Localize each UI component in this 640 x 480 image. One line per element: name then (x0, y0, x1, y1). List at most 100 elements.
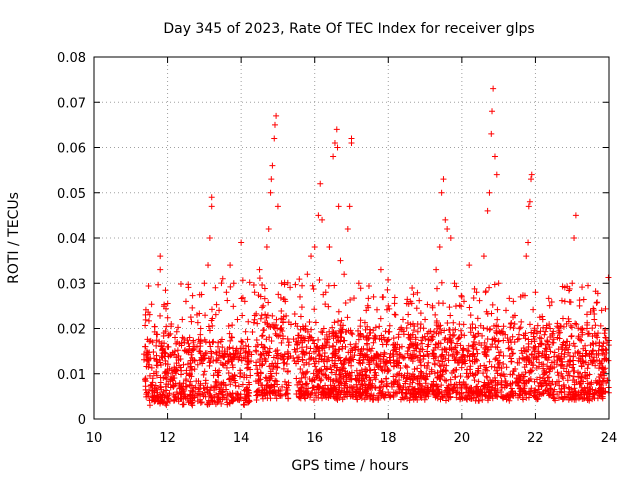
data-point (549, 339, 556, 346)
data-point (212, 284, 219, 291)
data-point (489, 301, 496, 308)
data-point (303, 359, 310, 366)
data-point (456, 321, 463, 328)
data-point (484, 207, 491, 214)
data-point (326, 344, 333, 351)
data-point (432, 344, 439, 351)
data-point (373, 352, 380, 359)
data-point (365, 283, 372, 290)
data-point (287, 284, 294, 291)
data-point (296, 394, 303, 401)
data-point (481, 382, 488, 389)
x-tick-label: 12 (159, 431, 176, 446)
data-point (470, 372, 477, 379)
data-point (494, 364, 501, 371)
data-point (328, 369, 335, 376)
data-point (273, 395, 280, 402)
data-point (366, 377, 373, 384)
data-point (291, 346, 298, 353)
data-point (500, 395, 507, 402)
data-point (576, 302, 583, 309)
data-point (448, 346, 455, 353)
data-point (591, 316, 598, 323)
data-point (546, 368, 553, 375)
data-point (498, 371, 505, 378)
data-point (239, 277, 246, 284)
data-point (329, 324, 336, 331)
data-point (357, 317, 364, 324)
data-point (471, 353, 478, 360)
data-point (416, 381, 423, 388)
data-point (331, 282, 338, 289)
data-point (268, 337, 275, 344)
data-point (582, 352, 589, 359)
data-point (564, 283, 571, 290)
data-point (501, 384, 508, 391)
data-point (214, 382, 221, 389)
data-point (295, 354, 302, 361)
data-point (327, 393, 334, 400)
data-point (273, 352, 280, 359)
data-point (157, 374, 164, 381)
data-point (253, 392, 260, 399)
data-point (355, 280, 362, 287)
data-point (404, 350, 411, 357)
data-point (554, 391, 561, 398)
data-point (356, 357, 363, 364)
data-point (558, 370, 565, 377)
axis-ticks: 10 12 14 16 18 20 22 24 0 0.01 0.02 0.03 0.04 0.05 0.0… (57, 51, 617, 446)
data-point (250, 319, 257, 326)
data-point (495, 379, 502, 386)
data-point (571, 385, 578, 392)
data-point (457, 342, 464, 349)
data-point (302, 326, 309, 333)
data-point (566, 385, 573, 392)
data-point (167, 352, 174, 359)
data-point (201, 368, 208, 375)
data-point (578, 337, 585, 344)
data-point (341, 358, 348, 365)
data-point (261, 344, 268, 351)
data-point (473, 357, 480, 364)
data-point (431, 370, 438, 377)
data-point (580, 359, 587, 366)
data-point (466, 395, 473, 402)
data-point (411, 366, 418, 373)
data-point (287, 321, 294, 328)
data-point (542, 345, 549, 352)
data-point (378, 366, 385, 373)
data-point (229, 334, 236, 341)
data-point (164, 314, 171, 321)
data-point (198, 399, 205, 406)
x-tick-label: 16 (306, 431, 323, 446)
data-point (245, 343, 252, 350)
data-point (503, 364, 510, 371)
data-point (481, 385, 488, 392)
data-point (435, 357, 442, 364)
data-point (434, 369, 441, 376)
data-point (592, 362, 599, 369)
data-point (239, 312, 246, 319)
data-point (410, 291, 417, 298)
data-point (429, 336, 436, 343)
data-point (170, 383, 177, 390)
data-point (403, 325, 410, 332)
data-point (557, 322, 564, 329)
data-point (453, 283, 460, 290)
data-point (472, 324, 479, 331)
data-point (547, 385, 554, 392)
data-point (323, 374, 330, 381)
data-point (211, 398, 218, 405)
data-point (542, 328, 549, 335)
data-point (302, 374, 309, 381)
data-point (530, 306, 537, 313)
data-point (416, 297, 423, 304)
data-point (274, 364, 281, 371)
data-point (355, 346, 362, 353)
data-point (214, 343, 221, 350)
data-point (491, 281, 498, 288)
data-point (264, 312, 271, 319)
data-point (242, 342, 249, 349)
data-point (172, 393, 179, 400)
data-point (424, 301, 431, 308)
